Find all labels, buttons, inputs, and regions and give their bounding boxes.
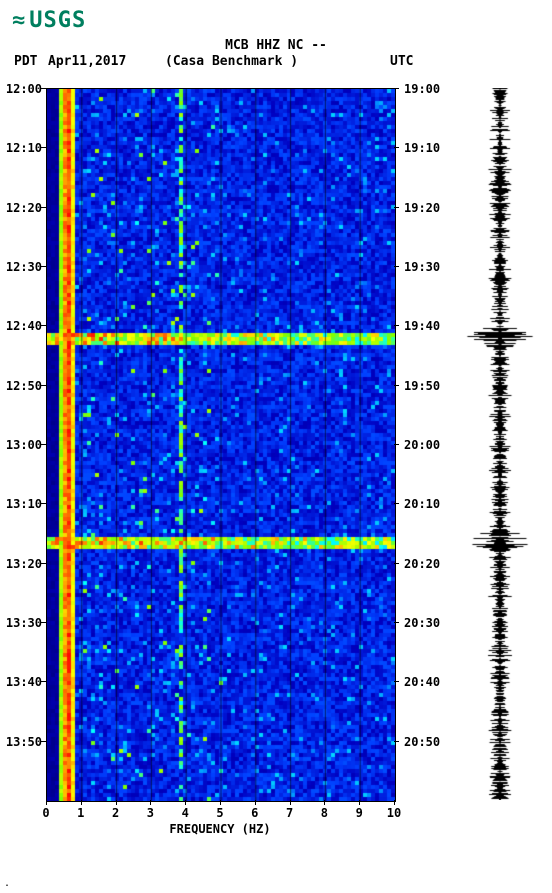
- ytick-right: 20:00: [404, 438, 444, 452]
- pdt-label: PDT: [14, 54, 37, 69]
- ytick-left: 13:10: [2, 497, 42, 511]
- ytick-right: 19:20: [404, 201, 444, 215]
- ytick-right: 19:50: [404, 379, 444, 393]
- ytick-left: 13:00: [2, 438, 42, 452]
- xtick: 2: [106, 806, 126, 820]
- xtick: 4: [175, 806, 195, 820]
- ytick-left: 12:10: [2, 141, 42, 155]
- utc-label: UTC: [390, 54, 413, 69]
- ytick-right: 20:10: [404, 497, 444, 511]
- usgs-logo: ≈ USGS: [12, 8, 86, 33]
- ytick-right: 20:40: [404, 675, 444, 689]
- ytick-left: 12:30: [2, 260, 42, 274]
- date-label: Apr11,2017: [48, 54, 126, 69]
- seismogram-trace: [460, 88, 540, 800]
- ytick-left: 12:50: [2, 379, 42, 393]
- ytick-right: 19:00: [404, 82, 444, 96]
- ytick-left: 12:40: [2, 319, 42, 333]
- station-name: (Casa Benchmark ): [165, 54, 298, 69]
- ytick-right: 20:50: [404, 735, 444, 749]
- xtick: 1: [71, 806, 91, 820]
- xtick: 9: [349, 806, 369, 820]
- ytick-right: 19:40: [404, 319, 444, 333]
- logo-wave-icon: ≈: [12, 10, 25, 32]
- ytick-left: 13:30: [2, 616, 42, 630]
- ytick-right: 20:20: [404, 557, 444, 571]
- ytick-left: 13:50: [2, 735, 42, 749]
- logo-text: USGS: [29, 8, 86, 33]
- ytick-right: 19:30: [404, 260, 444, 274]
- xtick: 7: [280, 806, 300, 820]
- xtick: 10: [384, 806, 404, 820]
- x-axis-label: FREQUENCY (HZ): [46, 822, 394, 836]
- ytick-left: 13:40: [2, 675, 42, 689]
- xtick: 8: [314, 806, 334, 820]
- xtick: 0: [36, 806, 56, 820]
- ytick-left: 12:00: [2, 82, 42, 96]
- ytick-left: 12:20: [2, 201, 42, 215]
- spectrogram-plot: [46, 88, 396, 802]
- xtick: 6: [245, 806, 265, 820]
- footer-mark: .: [4, 878, 10, 889]
- ytick-right: 19:10: [404, 141, 444, 155]
- xtick: 3: [140, 806, 160, 820]
- ytick-left: 13:20: [2, 557, 42, 571]
- station-line: MCB HHZ NC --: [0, 38, 552, 53]
- ytick-right: 20:30: [404, 616, 444, 630]
- xtick: 5: [210, 806, 230, 820]
